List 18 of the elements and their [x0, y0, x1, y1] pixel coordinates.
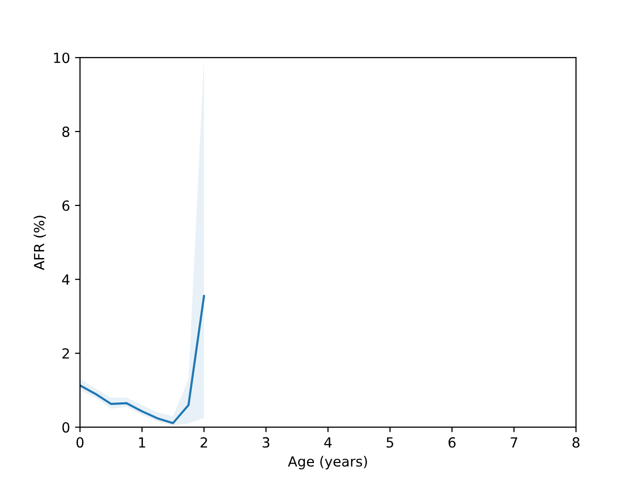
y-tick-label: 4 — [62, 274, 70, 285]
x-tick-label: 6 — [448, 437, 456, 448]
line-series — [80, 294, 206, 424]
x-tick-label: 3 — [262, 437, 270, 448]
x-tick-label: 1 — [139, 437, 146, 448]
x-tick-label: 5 — [386, 437, 394, 448]
y-tick-label: 8 — [62, 126, 70, 137]
x-tick-label: 4 — [324, 437, 332, 448]
x-tick-label: 7 — [510, 437, 518, 448]
y-tick-label: 6 — [62, 200, 70, 211]
x-axis-title: Age (years) — [288, 456, 367, 470]
y-tick-label: 2 — [62, 348, 69, 359]
x-tick-label: 0 — [76, 437, 84, 448]
x-tick-label: 8 — [572, 437, 580, 448]
x-tick-label: 2 — [200, 437, 208, 448]
y-tick-label: 10 — [54, 52, 70, 64]
y-axis-title: AFR (%) — [34, 216, 46, 270]
y-tick-label: 0 — [62, 422, 70, 433]
